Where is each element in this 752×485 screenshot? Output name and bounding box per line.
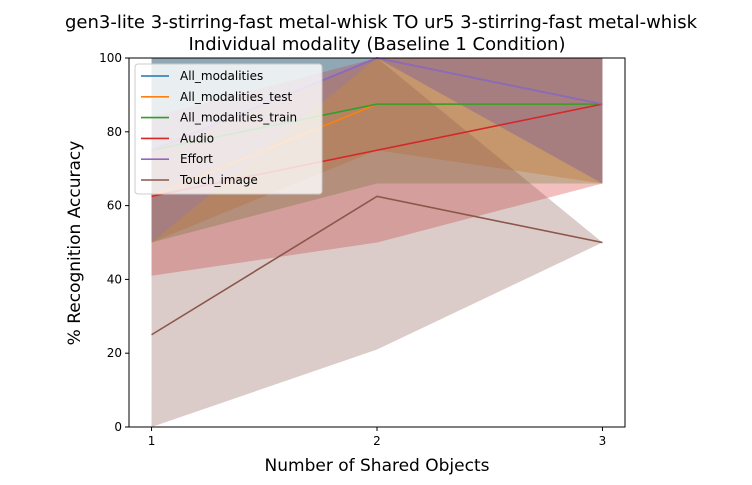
y-tick-label: 20 (107, 346, 122, 360)
y-tick-label: 0 (114, 420, 122, 434)
x-axis: 1 2 3 (148, 427, 607, 448)
legend-entry: All_modalities_train (180, 111, 297, 125)
band-touch-image (151, 58, 603, 427)
legend: All_modalities All_modalities_test All_mod… (134, 63, 323, 195)
x-axis-label: Number of Shared Objects (265, 456, 490, 476)
legend-box (134, 63, 323, 195)
y-axis-label: % Recognition Accuracy (65, 141, 85, 346)
legend-entry: All_modalities_test (180, 90, 293, 104)
legend-entry: Touch_image (179, 173, 258, 187)
legend-entry: Audio (180, 131, 214, 145)
x-tick-label: 2 (373, 434, 381, 448)
line-touch-image (151, 195, 603, 336)
y-tick-label: 40 (107, 272, 122, 286)
legend-entry: Effort (180, 152, 213, 166)
chart-title: gen3-lite 3-stirring-fast metal-whisk TO… (65, 12, 698, 33)
chart-subtitle: Individual modality (Baseline 1 Conditio… (189, 34, 566, 55)
y-tick-label: 80 (107, 125, 122, 139)
legend-entry: All_modalities (180, 69, 263, 83)
y-tick-label: 100 (99, 51, 122, 65)
y-axis: 0 20 40 60 80 100 (99, 51, 129, 434)
y-tick-label: 60 (107, 199, 122, 213)
x-tick-label: 1 (148, 434, 156, 448)
x-tick-label: 3 (599, 434, 607, 448)
